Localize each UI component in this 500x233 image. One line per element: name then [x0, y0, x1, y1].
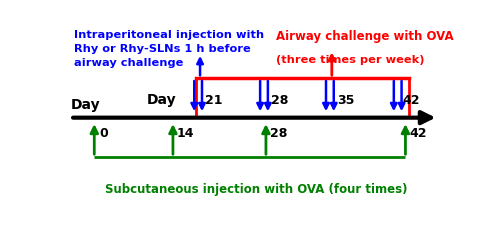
- Text: 35: 35: [337, 94, 354, 107]
- Text: 14: 14: [177, 127, 194, 140]
- Text: 0: 0: [100, 127, 108, 140]
- Text: Subcutaneous injection with OVA (four times): Subcutaneous injection with OVA (four ti…: [105, 183, 408, 196]
- Text: Day: Day: [147, 93, 177, 107]
- Text: 21: 21: [205, 94, 222, 107]
- Text: 28: 28: [271, 94, 288, 107]
- Text: Day: Day: [70, 98, 100, 112]
- Text: Intraperitoneal injection with
Rhy or Rhy-SLNs 1 h before
airway challenge: Intraperitoneal injection with Rhy or Rh…: [74, 30, 264, 68]
- Text: 28: 28: [270, 127, 287, 140]
- Text: 42: 42: [410, 127, 427, 140]
- Text: Airway challenge with OVA: Airway challenge with OVA: [276, 30, 453, 43]
- Text: 42: 42: [402, 94, 420, 107]
- Text: (three times per week): (three times per week): [276, 55, 424, 65]
